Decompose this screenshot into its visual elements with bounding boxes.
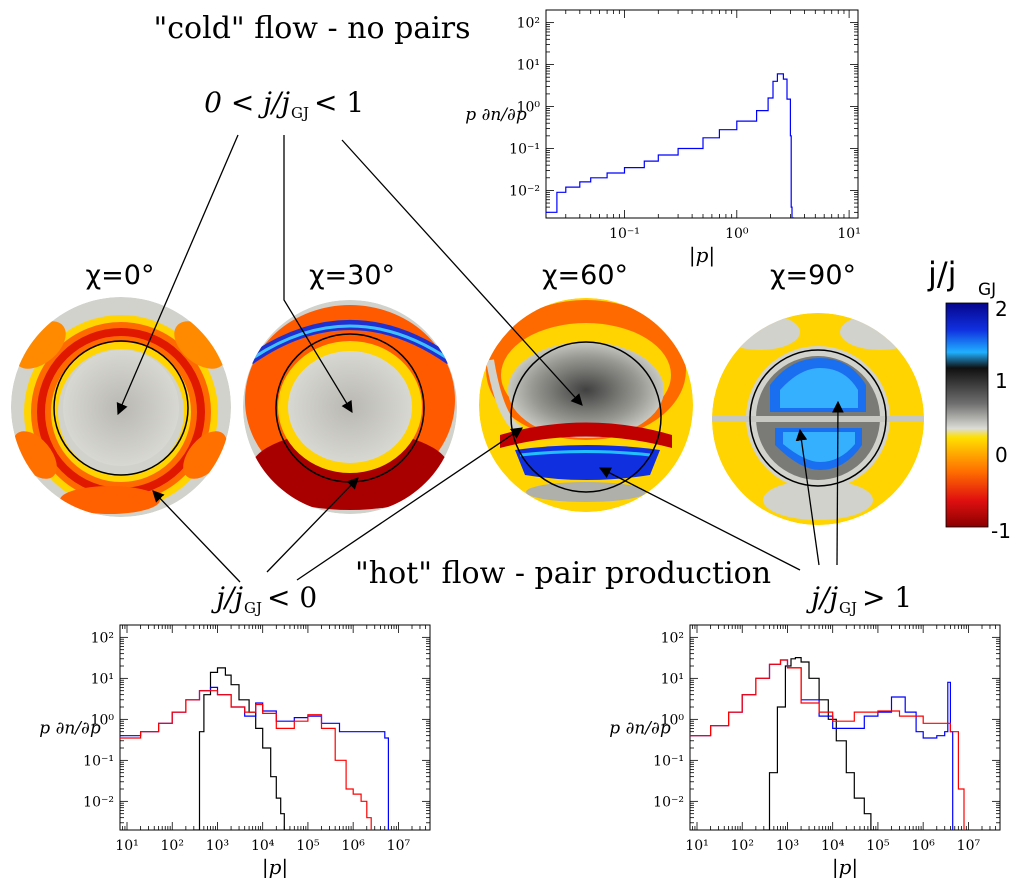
current-map-chi-90 [712,313,924,525]
range-neg-text: j/j [210,581,243,614]
series-line-0 [546,73,795,218]
arrow-cold-60 [341,139,583,406]
range-pos-end: > 1 [862,581,912,614]
x-tick-label: 10⁶ [341,838,365,854]
range-mid-end: < 1 [314,86,364,119]
x-tick-label: 10¹ [685,838,708,854]
arrows [116,134,844,583]
range-mid-text: 0 < j/j [204,86,290,119]
colorbar: j/j GJ 2 1 0 -1 [927,255,1011,543]
y-tick-label: 10⁻² [653,794,684,810]
x-tick-label: 10² [731,838,754,854]
y-tick-label: 10⁻¹ [509,141,540,157]
x-tick-label: 10⁰ [725,226,749,242]
arrow-pos-90a [795,428,820,566]
range-neg-sub: GJ [244,599,262,617]
x-tick-label: 10⁷ [957,838,981,854]
hot-flow-label: "hot" flow - pair production [355,556,771,591]
spectrum-plot-cold: 10⁻¹ 10⁰ 10¹ 10⁻² 10⁻¹ 10⁰ 10¹ 10² |p| p ∂n/∂p [465,9,861,268]
x-tick-label: 10⁴ [251,838,275,854]
colorbar-title-sub: GJ [978,280,996,300]
x-tick-label: 10⁵ [866,838,890,854]
series-line-1 [690,659,954,830]
plot-frame [119,624,431,831]
x-tick-label: 10¹ [837,226,860,242]
y-tick-label: 10² [517,16,540,32]
y-tick-label: 10⁻² [509,183,540,199]
map-label-2: χ=60° [542,260,628,291]
colorbar-tick-2: 2 [995,297,1008,321]
y-tick-label: 10² [661,630,684,646]
colorbar-tick-1: 1 [995,369,1008,393]
arrow-cold-0 [116,134,239,416]
arrow-neg-0 [152,490,241,583]
current-map-chi-30 [243,300,457,514]
colorbar-title: j/j [927,255,957,293]
arrow-neg-30 [266,477,359,573]
map-label-3: χ=90° [770,260,856,291]
plot-frame [689,624,1001,831]
y-tick-label: 10⁻¹ [653,753,684,769]
range-mid-label: 0 < j/j GJ < 1 [204,86,364,122]
y-tick-label: 10¹ [91,671,114,687]
series-line-0 [763,657,878,830]
x-tick-label: 10² [161,838,184,854]
y-tick-label: 10⁰ [517,100,541,116]
x-tick-label: 10⁷ [387,838,411,854]
series-line-2 [120,690,372,830]
arrow-pos-90b [832,400,844,566]
colorbar-tick-minus1: -1 [991,519,1011,543]
range-neg-label: j/j GJ < 0 [210,581,317,617]
range-pos-text: j/j [805,581,838,614]
x-axis-label: |p| [832,855,858,878]
x-tick-label: 10⁶ [911,838,935,854]
arrow-pos-60 [598,467,801,571]
x-axis-label: |p| [689,243,715,268]
y-tick-label: 10⁰ [661,712,685,728]
y-tick-label: 10¹ [517,58,540,74]
x-tick-label: 10⁻¹ [609,226,640,242]
x-axis-label: |p| [262,855,288,878]
y-axis-label: p ∂n/∂p [465,105,527,125]
y-tick-label: 10⁰ [91,712,115,728]
spectrum-plot-positive: 10¹ 10² 10³ 10⁴ 10⁵ 10⁶ 10⁷ 10⁻² 10⁻¹ 10⁰ 10¹ 10² |p… [609,624,1001,878]
range-neg-end: < 0 [267,581,317,614]
spectrum-plot-negative: 10¹ 10² 10³ 10⁴ 10⁵ 10⁶ 10⁷ 10⁻² 10⁻¹ 10⁰ 10¹ 10² |p… [39,624,431,878]
x-tick-label: 10³ [776,838,799,854]
y-tick-label: 10¹ [661,671,684,687]
arrow-cold-30 [283,135,353,414]
y-axis-label: p ∂n/∂p [609,719,671,739]
current-map-chi-60 [479,298,693,512]
x-tick-label: 10³ [206,838,229,854]
series-line-2 [690,659,965,830]
x-tick-label: 10⁵ [296,838,320,854]
colorbar-gradient [945,302,989,528]
y-tick-label: 10⁻² [83,794,114,810]
range-pos-sub: GJ [839,599,857,617]
cold-flow-label: "cold" flow - no pairs [153,11,470,46]
y-axis-label: p ∂n/∂p [39,719,101,739]
arrow-neg-60 [296,427,523,581]
x-tick-label: 10¹ [115,838,138,854]
series-line-0 [193,667,290,830]
colorbar-tick-0: 0 [995,443,1008,467]
y-tick-label: 10⁻¹ [83,753,114,769]
current-map-chi-0 [11,297,231,517]
y-tick-label: 10² [91,630,114,646]
map-label-0: χ=0° [86,260,155,291]
x-tick-label: 10⁴ [821,838,845,854]
map-label-1: χ=30° [309,260,395,291]
plot-frame [545,9,859,219]
range-pos-label: j/j GJ > 1 [805,581,912,617]
range-mid-sub: GJ [291,104,309,122]
